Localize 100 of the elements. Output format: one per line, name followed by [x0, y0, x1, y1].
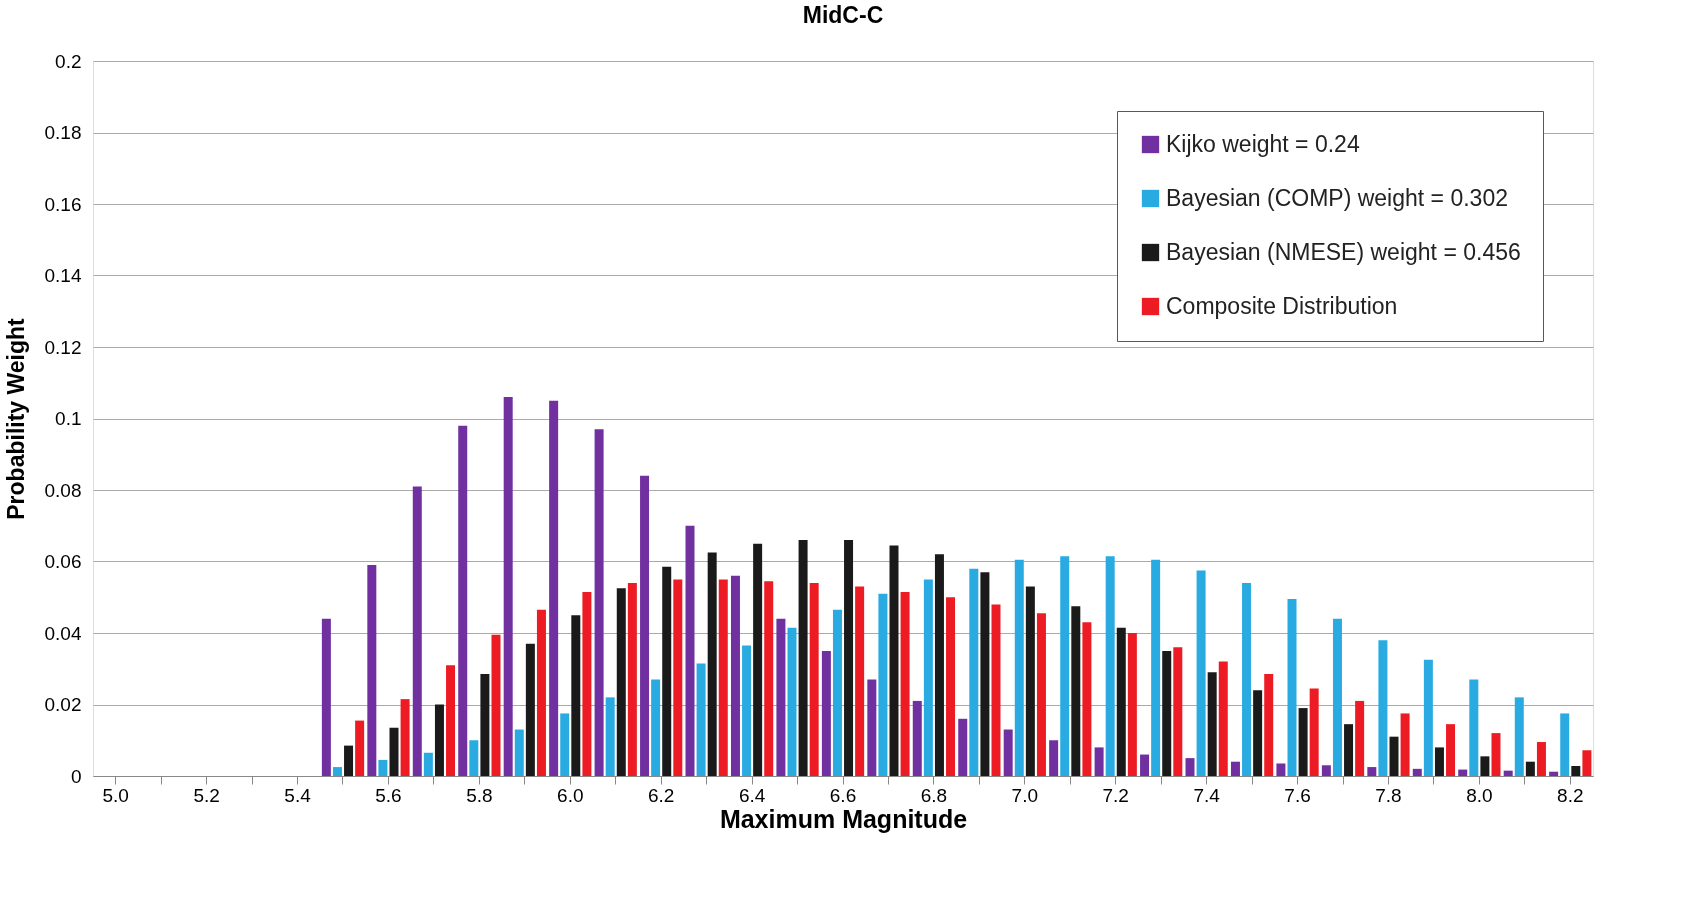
- bar: [832, 609, 842, 776]
- bar: [525, 643, 535, 776]
- bar: [1049, 740, 1059, 776]
- bar: [662, 566, 672, 776]
- bar: [946, 597, 956, 776]
- bar: [958, 718, 968, 776]
- bar: [1400, 713, 1410, 776]
- bar: [1446, 724, 1456, 776]
- bar: [549, 400, 559, 776]
- bar: [412, 486, 422, 776]
- x-tick-label: 7.4: [1193, 784, 1221, 806]
- bar: [1185, 758, 1195, 776]
- bar: [844, 540, 854, 776]
- bar: [332, 767, 342, 776]
- bar: [1344, 724, 1354, 776]
- y-tick-label: 0.08: [44, 479, 82, 501]
- bar: [571, 615, 581, 776]
- bar: [321, 618, 331, 776]
- bar: [707, 552, 717, 776]
- bar: [900, 591, 910, 776]
- legend-label: Composite Distribution: [1166, 292, 1398, 319]
- bar: [651, 679, 661, 776]
- bar: [1355, 700, 1365, 776]
- bar: [1423, 659, 1433, 776]
- bar: [1458, 769, 1468, 776]
- bar: [1003, 729, 1013, 776]
- bar: [809, 582, 819, 776]
- bar: [1321, 765, 1331, 776]
- bar: [1309, 688, 1319, 776]
- x-axis-title: Maximum Magnitude: [719, 804, 968, 833]
- bar: [1298, 708, 1308, 776]
- x-tick-label: 7.0: [1011, 784, 1039, 806]
- bar: [1332, 618, 1342, 776]
- x-tick-label: 5.4: [284, 784, 312, 806]
- bar: [696, 663, 706, 776]
- bar: [627, 582, 637, 776]
- bar: [1025, 586, 1035, 776]
- y-tick-label: 0.04: [44, 622, 82, 644]
- bar: [1264, 674, 1274, 776]
- bar: [1127, 633, 1137, 776]
- bar: [514, 729, 524, 776]
- y-tick-label: 0.18: [44, 122, 82, 143]
- bar: [1276, 763, 1286, 776]
- bar: [1549, 771, 1559, 776]
- legend-label: Bayesian (COMP) weight = 0.302: [1166, 184, 1508, 211]
- bar: [582, 591, 592, 776]
- bar: [1218, 661, 1228, 776]
- y-tick-label: 0: [70, 765, 82, 787]
- bar: [480, 674, 490, 776]
- bar: [969, 568, 979, 776]
- bar: [1116, 627, 1126, 776]
- bar: [1514, 697, 1524, 776]
- bar: [742, 645, 752, 776]
- bar: [718, 579, 728, 776]
- legend-label: Bayesian (NMESE) weight = 0.456: [1166, 238, 1521, 265]
- legend-label: Kijko weight = 0.24: [1166, 130, 1360, 157]
- bar: [1140, 754, 1150, 776]
- bar: [673, 579, 683, 776]
- bar: [1036, 613, 1046, 776]
- x-tick-label: 8.2: [1557, 784, 1584, 806]
- bar: [1367, 767, 1377, 776]
- x-tick-label: 6.6: [829, 784, 857, 806]
- bar: [1480, 756, 1490, 776]
- bar: [1503, 770, 1513, 776]
- chart-title: MidC-C: [802, 2, 884, 28]
- bar: [1230, 761, 1240, 776]
- x-tick-label: 5.2: [193, 784, 220, 806]
- bar: [355, 720, 365, 776]
- x-tick-label: 6.2: [647, 784, 675, 806]
- bar: [730, 575, 740, 776]
- x-tick-label: 5.0: [102, 784, 129, 806]
- x-tick-label: 7.8: [1375, 784, 1402, 806]
- bar: [821, 650, 831, 776]
- bar: [640, 475, 650, 776]
- bar: [344, 745, 354, 776]
- y-tick-label: 0.02: [44, 694, 82, 715]
- bar: [446, 665, 456, 776]
- x-tick-label: 7.2: [1102, 784, 1129, 806]
- bar: [934, 554, 944, 776]
- y-tick-label: 0.2: [55, 50, 82, 72]
- bar: [1560, 713, 1570, 776]
- bar: [536, 609, 546, 776]
- bar: [503, 397, 513, 776]
- bar: [1082, 622, 1092, 776]
- bar: [912, 700, 922, 776]
- bar: [923, 579, 933, 776]
- bar: [469, 740, 479, 776]
- bar: [434, 704, 444, 776]
- x-tick-label: 8.0: [1466, 784, 1493, 806]
- bar: [1242, 582, 1252, 776]
- bar: [764, 581, 774, 776]
- bar: [1434, 747, 1444, 776]
- bar: [787, 627, 797, 776]
- bar: [798, 540, 808, 776]
- bar: [1287, 599, 1297, 776]
- bar: [776, 618, 786, 776]
- y-tick-label: 0.1: [55, 408, 82, 429]
- bar: [1536, 742, 1546, 776]
- x-tick-label: 6.0: [557, 784, 584, 806]
- bar: [1582, 750, 1592, 776]
